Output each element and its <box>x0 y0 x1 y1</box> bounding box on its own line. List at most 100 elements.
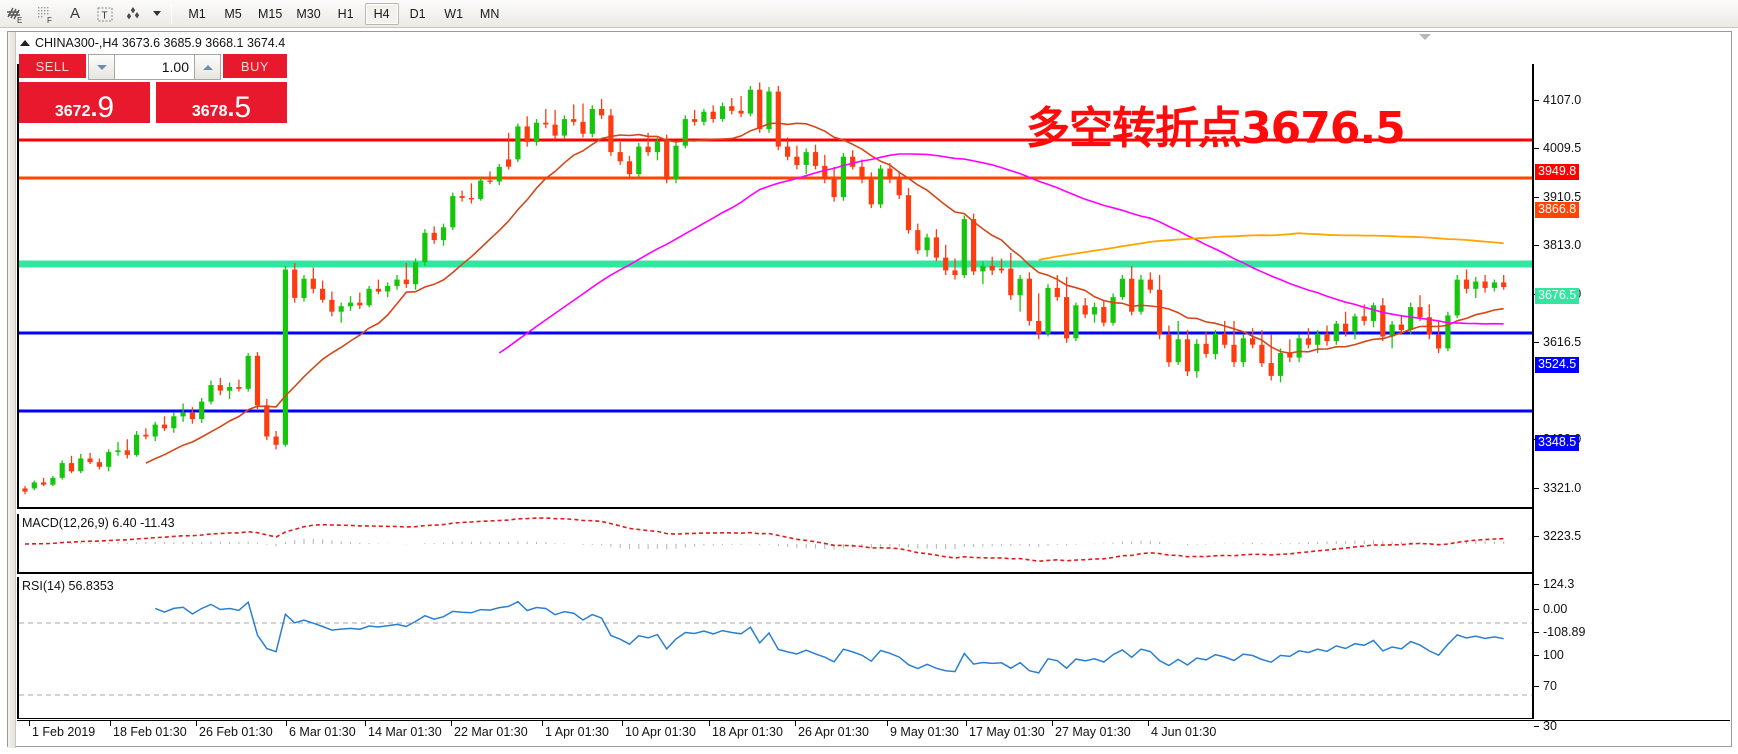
price-tick-label: 100 <box>1543 648 1564 662</box>
sell-button[interactable]: SELL <box>19 54 86 80</box>
time-tick-label: 1 Feb 2019 <box>32 725 96 739</box>
time-tick-mark <box>966 721 967 726</box>
time-tick-mark <box>365 721 366 726</box>
price-level-tag[interactable]: 3348.5 <box>1535 435 1580 451</box>
volume-stepper[interactable]: 1.00 <box>88 54 221 80</box>
price-tick-label: 124.3 <box>1543 577 1575 591</box>
symbol-ohlc-text: CHINA300-,H4 3673.6 3685.9 3668.1 3674.4 <box>35 36 286 50</box>
price-tick-mark <box>1534 726 1539 727</box>
timeframe-m5[interactable]: M5 <box>224 6 242 21</box>
svg-text:T: T <box>102 10 108 21</box>
time-tick-mark <box>622 721 623 726</box>
price-tick-label: 3616.5 <box>1543 335 1582 349</box>
timeframe-m1[interactable]: M1 <box>188 6 206 21</box>
rsi-svg <box>19 600 1532 696</box>
price-tick-mark <box>1534 245 1539 246</box>
timeframe-h4[interactable]: H4 <box>364 2 399 25</box>
collapse-triangle-icon[interactable] <box>20 40 30 46</box>
bid-price-dot: . <box>90 94 98 123</box>
macd-label: MACD(12,26,9) 6.40 -11.43 <box>22 516 175 530</box>
ask-price-integer: 3678 <box>191 103 228 120</box>
ma-slow-line <box>1038 232 1504 261</box>
candlestick-series <box>22 82 1507 495</box>
price-tick-label: 3813.0 <box>1543 238 1582 252</box>
indicators-icon[interactable]: E <box>0 1 30 27</box>
time-tick-mark <box>196 721 197 726</box>
price-scale[interactable]: 4107.04009.53910.53813.03714.03616.53420… <box>1532 64 1730 733</box>
time-tick-label: 9 May 01:30 <box>890 725 959 739</box>
grid-icon[interactable]: F <box>30 1 60 27</box>
vertical-scrollbar[interactable] <box>8 32 16 748</box>
volume-decrease-icon[interactable] <box>88 54 115 80</box>
time-tick-label: 18 Apr 01:30 <box>712 725 783 739</box>
price-tick-label: -108.89 <box>1543 625 1586 639</box>
time-scale[interactable]: 1 Feb 2019 18 Feb 01:30 26 Feb 01:30 6 Mar … <box>17 720 1730 746</box>
volume-increase-icon[interactable] <box>194 54 221 80</box>
price-tick-mark <box>1534 536 1539 537</box>
timeframe-mn[interactable]: MN <box>479 6 500 21</box>
toolbar-separator <box>171 3 172 24</box>
price-level-tag[interactable]: 3524.5 <box>1535 357 1580 373</box>
price-tick-label: 70 <box>1543 679 1557 693</box>
time-tick-label: 27 May 01:30 <box>1055 725 1131 739</box>
rsi-label: RSI(14) 56.8353 <box>22 579 114 593</box>
timeframe-m15[interactable]: M15 <box>258 6 283 21</box>
price-tick-mark <box>1534 632 1539 633</box>
ma-fast-line <box>145 122 1504 464</box>
chart-annotation-text: 多空转折点3676.5 <box>1026 103 1406 154</box>
price-tick-label: 3223.5 <box>1543 529 1582 543</box>
price-tick-mark <box>1534 100 1539 101</box>
time-tick-label: 18 Feb 01:30 <box>113 725 187 739</box>
price-tick-mark <box>1534 686 1539 687</box>
price-tick-label: 4009.5 <box>1543 141 1582 155</box>
price-tick-mark <box>1534 197 1539 198</box>
time-tick-mark <box>1148 721 1149 726</box>
svg-text:F: F <box>47 16 52 24</box>
objects-dropdown-caret-icon[interactable] <box>150 1 164 27</box>
price-chart-svg <box>19 82 1532 495</box>
price-tick-mark <box>1534 609 1539 610</box>
timeframe-m30[interactable]: M30 <box>296 6 321 21</box>
ask-price-dot: . <box>227 94 235 123</box>
timeframe-d1[interactable]: D1 <box>409 6 426 21</box>
buy-button[interactable]: BUY <box>223 54 287 80</box>
bid-price-box[interactable]: 3672. 9 <box>19 82 153 123</box>
symbol-ohlc-line: CHINA300-,H4 3673.6 3685.9 3668.1 3674.4 <box>20 36 285 50</box>
price-tick-mark <box>1534 488 1539 489</box>
rsi-line <box>154 600 1504 674</box>
objects-icon[interactable] <box>120 1 150 27</box>
text-object-icon[interactable]: T <box>90 1 120 27</box>
time-tick-mark <box>110 721 111 726</box>
time-tick-label: 22 Mar 01:30 <box>454 725 528 739</box>
time-tick-mark <box>542 721 543 726</box>
main-price-plot[interactable] <box>17 64 1532 509</box>
price-tick-label: 0.00 <box>1543 602 1568 616</box>
timeframe-w1[interactable]: W1 <box>444 6 464 21</box>
window-collapse-icon[interactable] <box>1419 34 1431 40</box>
price-level-tag[interactable]: 3949.8 <box>1535 164 1580 180</box>
volume-input[interactable]: 1.00 <box>115 54 194 80</box>
time-tick-label: 6 Mar 01:30 <box>289 725 356 739</box>
time-tick-label: 10 Apr 01:30 <box>625 725 696 739</box>
macd-plot[interactable] <box>17 514 1532 574</box>
timeframe-h1[interactable]: H1 <box>337 6 354 21</box>
ask-price-box[interactable]: 3678. 5 <box>156 82 287 123</box>
time-tick-mark <box>887 721 888 726</box>
price-tick-mark <box>1534 342 1539 343</box>
time-tick-mark <box>451 721 452 726</box>
price-level-tag[interactable]: 3866.8 <box>1535 202 1580 218</box>
time-tick-mark <box>1052 721 1053 726</box>
time-tick-label: 1 Apr 01:30 <box>545 725 609 739</box>
time-tick-label: 14 Mar 01:30 <box>368 725 442 739</box>
chart-window: CHINA300-,H4 3673.6 3685.9 3668.1 3674.4… <box>7 31 1732 748</box>
macd-signal-line <box>24 517 1504 563</box>
rsi-plot[interactable] <box>17 577 1532 719</box>
text-label-icon[interactable]: A <box>69 5 80 22</box>
main-toolbar: E F A T <box>0 0 1738 28</box>
price-tick-label: 3910.5 <box>1543 190 1582 204</box>
price-tick-mark <box>1534 584 1539 585</box>
macd-svg <box>24 517 1505 563</box>
macd-histogram <box>33 538 1505 550</box>
one-click-trading-panel: SELL 1.00 BUY 3672. 9 3678. 5 <box>19 54 287 123</box>
price-level-tag[interactable]: 3676.5 <box>1535 288 1580 304</box>
